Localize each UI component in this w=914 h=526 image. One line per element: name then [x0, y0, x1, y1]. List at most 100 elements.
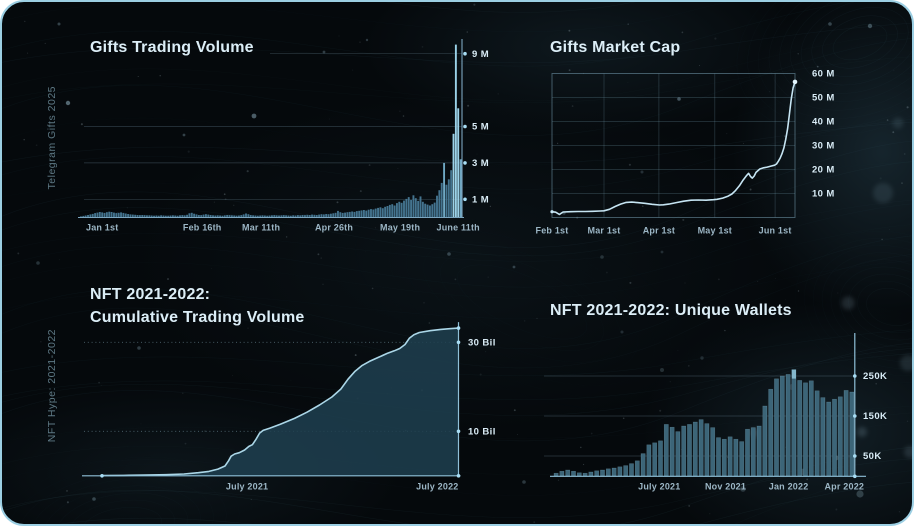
wallet-bar — [803, 382, 808, 477]
wallet-bar — [843, 390, 849, 477]
cumulative-line — [101, 327, 459, 477]
volume-bar — [202, 214, 205, 218]
volume-bar — [150, 215, 153, 218]
volume-bar — [294, 215, 297, 218]
volume-bar — [377, 207, 379, 218]
volume-bar — [334, 212, 337, 218]
wallet-bar — [675, 431, 681, 477]
x-tick-label: Mar 1st — [588, 226, 621, 236]
volume-bar — [301, 215, 304, 218]
volume-bar — [388, 204, 391, 218]
chart-title-nft-unique-wallets: NFT 2021-2022: Unique Wallets — [550, 302, 792, 319]
x-tick-label: Feb 1st — [536, 226, 569, 236]
x-tick-label: July 2021 — [638, 482, 680, 492]
volume-bar — [339, 212, 342, 218]
volume-bar — [174, 215, 177, 218]
volume-bar — [94, 213, 97, 218]
volume-bar — [98, 212, 101, 218]
volume-bar — [193, 213, 196, 218]
volume-bar — [410, 200, 413, 218]
wallet-bar — [774, 378, 779, 477]
chart-title-gifts-trading-volume: Gifts Trading Volume — [90, 39, 254, 56]
volume-bar — [287, 215, 290, 218]
glow — [2, 382, 402, 524]
wallet-bar — [832, 398, 837, 477]
glow — [362, 2, 802, 137]
volume-bar — [153, 215, 155, 218]
wallet-bar — [629, 463, 634, 477]
volume-bar — [157, 215, 160, 218]
wallet-bar — [559, 470, 565, 477]
y-tick-label: 10 M — [812, 189, 835, 200]
volume-bar — [268, 215, 271, 218]
volume-bar — [245, 213, 247, 218]
volume-bar — [346, 212, 349, 218]
volume-bar — [120, 212, 122, 218]
wallet-bar — [571, 470, 576, 477]
wallet-bar — [849, 391, 855, 477]
volume-bar — [365, 210, 368, 218]
volume-bar — [436, 195, 438, 218]
volume-bar — [110, 212, 113, 218]
volume-bar — [379, 207, 382, 218]
wallet-bar — [553, 472, 559, 477]
volume-bar — [190, 212, 193, 218]
volume-bar — [459, 159, 462, 218]
wallet-bar — [652, 442, 658, 477]
volume-bar — [105, 212, 108, 218]
volume-bar — [176, 215, 179, 218]
glow — [732, 2, 912, 322]
volume-bar — [313, 214, 316, 218]
volume-bar — [171, 215, 174, 218]
volume-bar — [221, 215, 224, 218]
wallet-bar — [826, 401, 832, 477]
volume-bar — [89, 214, 92, 218]
volume-bar — [407, 197, 410, 218]
volume-bar — [304, 215, 306, 218]
volume-bar — [103, 212, 106, 218]
volume-bar — [212, 215, 214, 218]
wallet-bar — [791, 369, 797, 477]
x-tick-label: May 1st — [698, 226, 732, 236]
volume-bar — [398, 201, 401, 218]
wallet-bar — [594, 470, 600, 477]
tick-dot — [853, 454, 857, 458]
title-line-2: Cumulative Trading Volume — [90, 309, 305, 326]
volume-bar — [344, 212, 346, 218]
volume-bar — [186, 214, 188, 218]
volume-bar — [233, 215, 236, 218]
volume-bar — [129, 214, 132, 218]
volume-bar — [122, 212, 125, 218]
tick-dot — [456, 326, 461, 330]
volume-bar — [367, 209, 370, 218]
tick-dot — [463, 51, 467, 56]
volume-bar — [325, 214, 328, 218]
volume-bar — [351, 211, 354, 218]
volume-bar — [362, 210, 365, 218]
volume-bar — [127, 214, 130, 218]
bokeh-dots — [36, 22, 912, 501]
volume-bar — [443, 162, 446, 218]
volume-bar — [155, 215, 158, 218]
volume-bar — [138, 215, 141, 218]
volume-bar — [148, 215, 151, 218]
chart-nft-unique-wallets: 250K 150K 50K July 2021 Nov 2021 Jan 2022 Apr … — [544, 333, 887, 492]
wallet-bar — [745, 428, 750, 477]
volume-bar — [417, 200, 420, 218]
volume-bar — [320, 214, 323, 218]
wallet-bar — [733, 438, 739, 477]
volume-bar — [296, 215, 299, 218]
wallet-bar — [727, 436, 733, 477]
volume-bar — [84, 215, 87, 218]
volume-bar — [452, 133, 455, 218]
volume-bar — [289, 215, 292, 218]
volume-bar — [160, 215, 163, 218]
volume-bar — [181, 215, 184, 218]
volume-bar — [209, 215, 212, 218]
wallet-bar — [681, 425, 687, 477]
volume-bar — [299, 215, 302, 218]
volume-bar — [80, 216, 82, 218]
chart-gifts-trading-volume: 9 M 5 M 3 M 1 M Jan 1st Feb 16th Mar 11th Apr 2… — [78, 39, 489, 233]
volume-bar — [412, 195, 415, 218]
